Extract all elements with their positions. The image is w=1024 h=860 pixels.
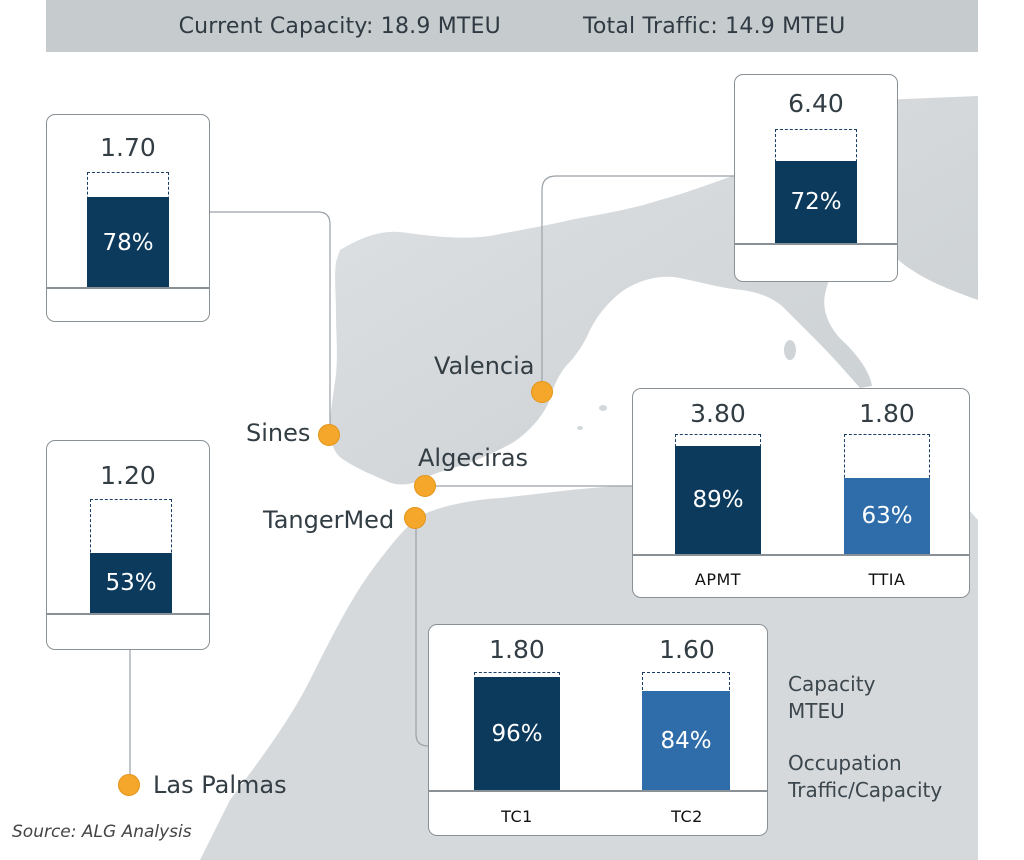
las-palmas-card: 1.20 53%: [46, 440, 210, 650]
total-traffic-text: Total Traffic: 14.9 MTEU: [582, 13, 846, 39]
valencia-port-label: Valencia: [434, 352, 535, 380]
tangermed-card: 1.80 96% 1.60 84% TC1 TC2: [428, 624, 768, 836]
las-palmas-baseline: [47, 613, 209, 615]
valencia-capacity-label: 6.40: [788, 89, 844, 118]
tangermed-port-label: TangerMed: [263, 506, 395, 534]
sines-card: 1.70 78%: [46, 114, 210, 322]
legend-capacity: Capacity MTEU: [788, 671, 875, 725]
apmt-label: APMT: [694, 570, 742, 589]
las-palmas-port-marker: [118, 774, 140, 796]
sines-port-label: Sines: [246, 419, 311, 447]
apmt-occupation-label: 89%: [692, 487, 744, 513]
algeciras-port-marker: [414, 475, 436, 497]
connector-valencia: [541, 175, 735, 390]
tc2-capacity-label: 1.60: [659, 635, 715, 664]
valencia-port-marker: [531, 381, 553, 403]
sines-port-marker: [318, 424, 340, 446]
tc2-label: TC2: [671, 807, 703, 826]
las-palmas-capacity-label: 1.20: [100, 461, 156, 490]
valencia-card: 6.40 72%: [734, 74, 898, 282]
legend-occupation-unit: Traffic/Capacity: [788, 778, 943, 802]
connector-sines: [210, 211, 331, 430]
algeciras-port-label: Algeciras: [418, 444, 529, 472]
tc1-occupation-bar: 96%: [474, 677, 560, 790]
legend-capacity-title: Capacity: [788, 672, 876, 696]
ttia-label: TTIA: [868, 570, 906, 589]
apmt-capacity-label: 3.80: [690, 399, 746, 428]
ttia-occupation-bar: 63%: [844, 478, 930, 554]
las-palmas-port-label: Las Palmas: [153, 771, 287, 799]
apmt-occupation-bar: 89%: [675, 446, 761, 554]
sines-baseline: [47, 287, 209, 289]
tangermed-baseline: [429, 790, 767, 792]
summary-header: Current Capacity: 18.9 MTEU Total Traffi…: [46, 0, 978, 52]
tc2-occupation-bar: 84%: [642, 691, 730, 790]
legend-occupation: Occupation Traffic/Capacity: [788, 750, 942, 804]
sines-occupation-bar: 78%: [87, 197, 169, 288]
tc1-occupation-label: 96%: [491, 720, 543, 747]
connector-tangermed: [415, 518, 430, 747]
ttia-occupation-label: 63%: [861, 503, 913, 529]
ttia-capacity-label: 1.80: [859, 399, 915, 428]
current-capacity-text: Current Capacity: 18.9 MTEU: [178, 13, 501, 39]
algeciras-baseline: [633, 554, 969, 556]
source-note: Source: ALG Analysis: [12, 822, 192, 842]
tc1-capacity-label: 1.80: [489, 635, 545, 664]
sines-capacity-label: 1.70: [100, 133, 156, 162]
tangermed-port-marker: [404, 507, 426, 529]
valencia-occupation-label: 72%: [790, 189, 842, 215]
algeciras-card: 3.80 89% 1.80 63% APMT TTIA: [632, 388, 970, 598]
sines-occupation-label: 78%: [102, 229, 154, 256]
las-palmas-occupation-bar: 53%: [90, 553, 172, 613]
las-palmas-occupation-label: 53%: [105, 570, 157, 596]
tc1-label: TC1: [501, 807, 533, 826]
legend-capacity-unit: MTEU: [788, 699, 845, 723]
legend-occupation-title: Occupation: [788, 751, 902, 775]
valencia-occupation-bar: 72%: [775, 161, 857, 243]
tc2-occupation-label: 84%: [660, 727, 712, 754]
valencia-baseline: [735, 243, 897, 245]
